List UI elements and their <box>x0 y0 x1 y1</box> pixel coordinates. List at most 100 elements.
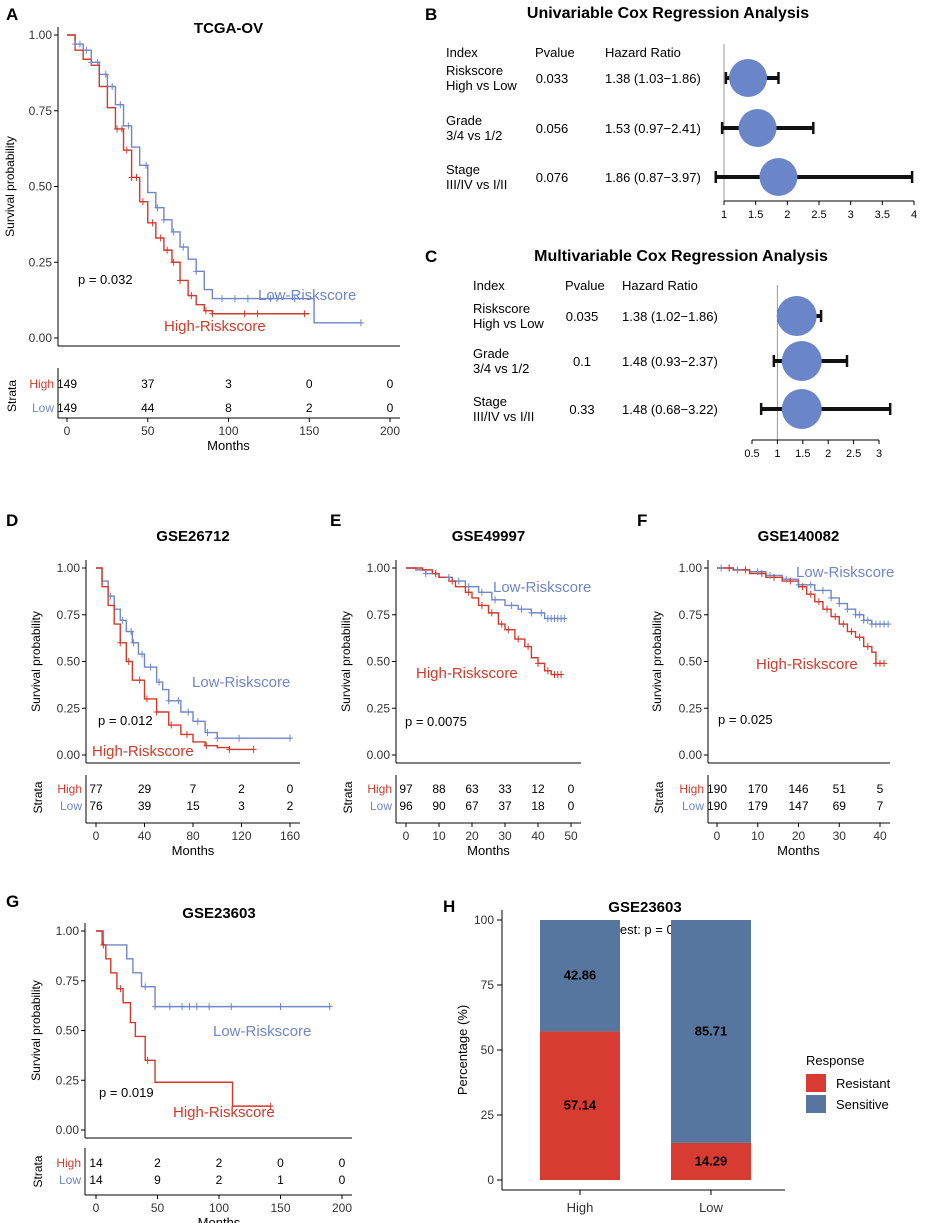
row-hazard-ratio: 1.86 (0.87−3.97) <box>605 170 701 185</box>
x-tick-label: 2 <box>825 448 831 460</box>
y-tick-label: 0.00 <box>56 1123 80 1137</box>
high-riskscore-label: High-Riskscore <box>92 743 194 760</box>
strata-low-name: Low <box>682 799 704 813</box>
risk-count-low: 2 <box>216 1173 223 1187</box>
risk-count-low: 15 <box>186 799 200 813</box>
panel-letter: F <box>637 511 647 530</box>
risk-count-low: 39 <box>138 799 152 813</box>
risk-count-high: 149 <box>57 377 77 391</box>
strata-label: Strata <box>341 781 355 813</box>
row-pvalue: 0.1 <box>573 354 591 369</box>
bar-resistant-low <box>671 1142 751 1180</box>
panel-letter: G <box>6 892 19 911</box>
x-tick-label: 100 <box>218 424 238 438</box>
km-panel-a: A TCGA-OV 0.00 0.25 0.50 0.75 1.00 Survival pro… <box>3 5 400 453</box>
x-tick-label: 1.5 <box>748 209 763 221</box>
strata-low-name: Low <box>59 1173 81 1187</box>
row-index-label: Riskscore <box>473 301 530 316</box>
y-tick-label: 1.00 <box>56 924 80 938</box>
y-tick-label: 0.50 <box>57 655 81 669</box>
legend-label-sensitive: Sensitive <box>836 1097 889 1112</box>
low-riskscore-label: Low-Riskscore <box>796 564 894 581</box>
row-index-label: Grade <box>473 346 509 361</box>
x-tick-label: 4 <box>911 209 917 221</box>
risk-count-low: 67 <box>465 799 479 813</box>
bar-sensitive-high <box>540 920 620 1032</box>
bar-resistant-high <box>540 1031 620 1180</box>
low-riskscore-curve <box>96 930 330 1008</box>
row-index-label: III/IV vs I/II <box>446 177 507 192</box>
risk-count-low: 14 <box>89 1173 103 1187</box>
high-riskscore-label: High-Riskscore <box>173 1104 275 1121</box>
panel-title: TCGA-OV <box>194 20 263 37</box>
km-panel-d: D GSE26712 0.00 0.25 0.50 0.75 1.00 Survival pr… <box>6 511 300 858</box>
x-tick-label: 0 <box>64 424 71 438</box>
x-tick-label: 20 <box>465 829 479 843</box>
x-tick-label: 0 <box>403 829 410 843</box>
bar-value-sensitive: 85.71 <box>695 1023 728 1038</box>
row-index-label: 3/4 vs 1/2 <box>473 361 529 376</box>
x-tick-label: 3.5 <box>875 209 890 221</box>
p-value-label: p = 0.012 <box>98 713 153 728</box>
forest-panel-c: C Multivariable Cox Regression Analysis In… <box>425 247 892 460</box>
risk-count-low: 0 <box>339 1173 346 1187</box>
risk-count-low: 18 <box>531 799 545 813</box>
risk-count-low: 190 <box>707 799 727 813</box>
x-tick-label: 40 <box>138 829 152 843</box>
risk-count-low: 2 <box>287 799 294 813</box>
risk-count-high: 2 <box>238 782 245 796</box>
risk-count-high: 12 <box>531 782 545 796</box>
risk-count-low: 3 <box>238 799 245 813</box>
y-tick-label: 1.00 <box>57 561 81 575</box>
x-tick-label: 50 <box>141 424 155 438</box>
strata-high-name: High <box>56 1156 81 1170</box>
risk-count-high: 190 <box>707 782 727 796</box>
header-pvalue: Pvalue <box>565 278 605 293</box>
panel-title: Multivariable Cox Regression Analysis <box>534 248 828 265</box>
risk-count-high: 0 <box>339 1156 346 1170</box>
y-tick-label: 0 <box>487 1173 494 1187</box>
hazard-ratio-point <box>781 389 822 429</box>
risk-count-high: 0 <box>568 782 575 796</box>
legend-label-resistant: Resistant <box>836 1076 891 1091</box>
hazard-ratio-point <box>781 341 822 381</box>
y-tick-label: 0.25 <box>57 701 81 715</box>
y-tick-label: 0.75 <box>367 608 391 622</box>
header-hazard-ratio: Hazard Ratio <box>622 278 698 293</box>
x-tick-label: 150 <box>299 424 319 438</box>
header-index: Index <box>473 278 505 293</box>
x-tick-label: 50 <box>564 829 578 843</box>
y-tick-label: 1.00 <box>29 28 53 42</box>
km-panel-g: G GSE23603 0.00 0.25 0.50 0.75 1.00 Survival pr… <box>6 892 352 1223</box>
km-panel-f: F GSE140082 0.00 0.25 0.50 0.75 1.00 Survival p… <box>637 511 894 858</box>
strata-low-name: Low <box>370 799 392 813</box>
header-pvalue: Pvalue <box>535 45 575 60</box>
y-tick-label: 0.25 <box>367 701 391 715</box>
hazard-ratio-point <box>776 296 817 336</box>
x-tick-label: 160 <box>280 829 300 843</box>
x-tick-label: 2.5 <box>846 448 861 460</box>
risk-count-high: 88 <box>432 782 446 796</box>
risk-count-high: 2 <box>154 1156 161 1170</box>
row-index-label: Stage <box>446 162 480 177</box>
x-tick-label: 40 <box>873 829 887 843</box>
risk-count-low: 9 <box>154 1173 161 1187</box>
high-riskscore-label: High-Riskscore <box>164 318 266 335</box>
x-tick-label: 40 <box>531 829 545 843</box>
row-hazard-ratio: 1.38 (1.03−1.86) <box>605 71 701 86</box>
x-tick-label: 30 <box>833 829 847 843</box>
x-axis-label: Months <box>467 843 510 858</box>
legend-title: Response <box>806 1053 865 1068</box>
x-tick-label: 200 <box>332 1201 352 1215</box>
risk-count-high: 33 <box>498 782 512 796</box>
strata-label: Strata <box>652 781 666 813</box>
high-riskscore-curve <box>96 930 271 1107</box>
header-index: Index <box>446 45 478 60</box>
panel-letter: C <box>425 247 437 266</box>
risk-count-high: 51 <box>833 782 847 796</box>
x-tick-label: 3 <box>876 448 882 460</box>
risk-count-low: 0 <box>387 401 394 415</box>
panel-letter: B <box>425 5 437 24</box>
x-tick-label: 10 <box>751 829 765 843</box>
y-tick-label: 0.50 <box>367 655 391 669</box>
